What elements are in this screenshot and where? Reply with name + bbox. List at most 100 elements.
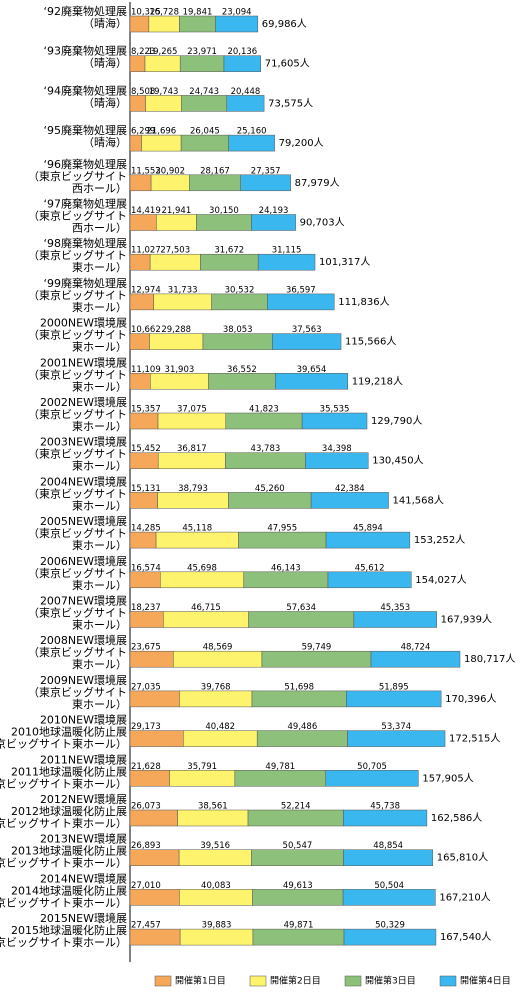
value-label: 20,448 (231, 87, 261, 97)
total-label: 115,566人 (345, 336, 396, 348)
value-label: 11,109 (131, 365, 161, 375)
bar-segment (178, 849, 252, 866)
value-label: 45,894 (353, 524, 383, 534)
value-label: 39,883 (202, 921, 232, 931)
category-label: （東京ビッグサイト (28, 486, 127, 500)
bar-segment (251, 690, 347, 708)
value-label: 27,010 (131, 881, 161, 891)
category-label: ‘92廃棄物処理展 (44, 4, 128, 18)
bar-segment (157, 452, 226, 469)
bar-segment (342, 889, 436, 906)
bar-segment (301, 412, 368, 430)
bar-segment (200, 253, 259, 271)
value-label: 39,768 (201, 682, 231, 692)
value-label: 24,743 (189, 87, 219, 97)
bar-segment (179, 889, 253, 906)
category-label: ‘97廃棄物処理展 (44, 197, 128, 211)
bar-segment (202, 333, 273, 350)
value-label: 26,045 (190, 127, 220, 137)
value-label: 48,854 (373, 841, 403, 851)
total-label: 79,200人 (279, 137, 324, 149)
category-label: （東京ビッグサイト (28, 685, 127, 699)
bar-segment (129, 412, 159, 430)
bar-segment (252, 889, 344, 906)
value-label: 31,115 (272, 246, 302, 256)
bar-segment (145, 95, 182, 112)
value-label: 35,535 (320, 405, 350, 415)
bar-segment (141, 134, 182, 152)
category-label: （東京ビッグサイト (28, 328, 127, 342)
category-label: 2008NEW環境展 (40, 633, 127, 647)
value-label: 45,353 (380, 603, 410, 613)
category-label: （東京ビッグサイト (28, 447, 127, 461)
value-label: 23,094 (222, 8, 252, 18)
bar-segment (234, 770, 327, 787)
bar-segment (225, 412, 303, 430)
total-label: 165,810人 (437, 852, 488, 864)
value-label: 38,793 (178, 484, 208, 494)
bar-segment (144, 55, 181, 72)
bar-segment (157, 412, 226, 430)
bar-segment (252, 928, 345, 946)
bar-segment (129, 452, 159, 469)
bar-segment (129, 55, 146, 72)
value-label: 27,035 (131, 682, 161, 692)
legend-label: 開催第1日目 (175, 975, 226, 987)
bar-segment (228, 492, 312, 509)
value-label: 11,553 (131, 166, 161, 176)
bar-segment (256, 730, 348, 747)
total-label: 167,939人 (441, 614, 492, 626)
value-label: 45,612 (355, 563, 385, 573)
value-label: 29,288 (161, 325, 191, 335)
value-label: 50,705 (357, 762, 387, 772)
value-label: 19,841 (183, 8, 213, 18)
category-label: 東ホール） (72, 619, 127, 632)
value-label: 26,073 (131, 802, 161, 812)
value-label: 36,552 (227, 365, 257, 375)
value-label: 30,150 (209, 206, 239, 216)
category-label: 2010NEW環境展 (40, 713, 127, 727)
value-label: 42,384 (335, 484, 365, 494)
bar-segment (343, 849, 434, 866)
bar-segment (129, 650, 174, 668)
category-label: （東京ビッグサイト (28, 606, 127, 620)
bar-segment (208, 373, 276, 390)
value-label: 45,260 (255, 484, 285, 494)
bar-segment (238, 531, 327, 549)
value-label: 20,902 (155, 166, 185, 176)
value-label: 31,903 (165, 365, 195, 375)
value-label: 59,749 (302, 643, 332, 653)
value-label: 57,634 (286, 603, 316, 613)
category-label: 2000NEW環境展 (40, 316, 127, 330)
total-label: 111,836人 (338, 296, 389, 308)
bar-segment (177, 809, 249, 827)
value-label: 41,823 (249, 405, 279, 415)
bar-segment (251, 849, 344, 866)
category-label: 東ホール） (72, 658, 127, 671)
bar-segment (156, 214, 197, 231)
bar-segment (251, 214, 296, 231)
value-label: 46,715 (191, 603, 221, 613)
category-label: （東京ビッグサイト (28, 407, 127, 421)
value-label: 21,696 (146, 127, 176, 137)
bar-segment (148, 15, 180, 33)
bar-segment (180, 134, 229, 152)
value-label: 49,781 (265, 762, 295, 772)
value-label: 15,452 (131, 444, 161, 454)
total-label: 130,450人 (372, 455, 423, 467)
bar-segment (129, 253, 151, 271)
value-label: 48,569 (203, 643, 233, 653)
bar-segment (183, 730, 258, 747)
value-label: 49,613 (283, 881, 313, 891)
category-label: （晴海） (83, 95, 127, 109)
bar-segment (179, 690, 253, 708)
category-label: 東ホール） (72, 698, 127, 711)
total-label: 153,252人 (414, 534, 465, 546)
value-label: 12,974 (131, 285, 161, 295)
category-label: 東ホール） (72, 380, 127, 393)
bar-segment (150, 373, 209, 390)
value-label: 45,698 (187, 563, 217, 573)
category-label: 2005NEW環境展 (40, 514, 127, 528)
